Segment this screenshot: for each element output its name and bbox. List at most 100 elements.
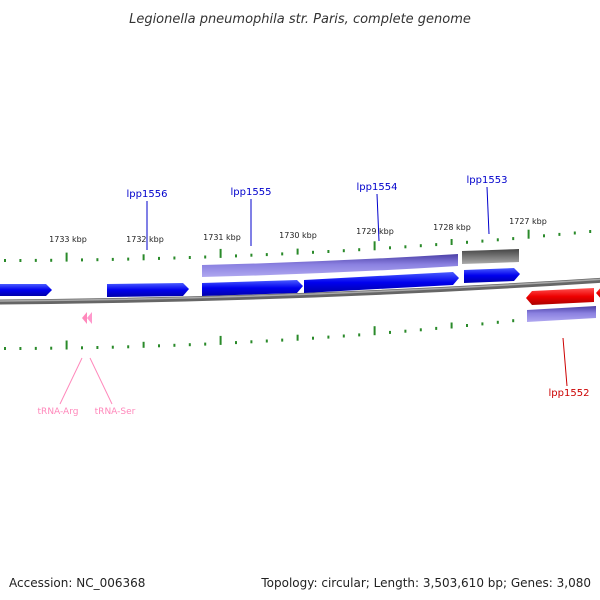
inner-ruler-tick <box>34 346 37 350</box>
outer-ruler-tick <box>235 254 237 258</box>
genome-backbone <box>0 277 600 305</box>
trna-label-ser[interactable]: tRNA-Ser <box>95 407 136 417</box>
inner-ruler-tick <box>342 334 345 338</box>
outer-ruler-tick <box>589 230 592 233</box>
outer-ruler-tick <box>265 253 268 257</box>
kbp-label-1727: 1727 kbp <box>509 217 547 226</box>
outer-ruler-tick <box>127 257 130 261</box>
gene-label-lpp1555[interactable]: lpp1555 <box>231 187 272 198</box>
inner-ruler-tick <box>235 341 237 345</box>
outer-ruler-tick <box>373 241 376 251</box>
inner-ruler-tick <box>158 344 160 348</box>
outer-ruler-tick <box>496 238 499 242</box>
kbp-label-1730: 1730 kbp <box>279 231 317 240</box>
cds-arrow-left-edge[interactable] <box>0 284 52 296</box>
inner-ruler-tick <box>188 343 191 347</box>
inner-ruler-tick <box>312 336 314 340</box>
outer-ruler-tick <box>96 258 99 262</box>
cds-arrow-lpp1554[interactable] <box>304 272 459 293</box>
outer-ruler-tick <box>558 232 561 236</box>
leader-trna-ser <box>89 357 113 405</box>
cds-arrow-lpp1556[interactable] <box>107 283 189 297</box>
outer-ruler-tick <box>573 231 576 235</box>
outer-ruler-tick <box>296 248 299 255</box>
outer-ruler-tick <box>34 258 37 262</box>
outer-ruler-tick <box>4 259 6 262</box>
gene-label-lpp1556[interactable]: lpp1556 <box>127 189 168 200</box>
outer-ruler-tick <box>250 253 253 257</box>
outer-ruler-tick <box>219 248 222 258</box>
inner-ruler-tick <box>65 340 68 350</box>
outer-ruler-tick <box>50 258 53 262</box>
outer-ruler-tick <box>389 246 391 250</box>
gene-bar-lpp1553[interactable] <box>462 249 519 264</box>
cds-arrow-right-edge[interactable] <box>596 286 600 300</box>
inner-ruler-tick <box>450 322 453 329</box>
outer-ruler-tick <box>527 229 530 239</box>
inner-ruler-tick <box>327 335 330 339</box>
inner-ruler-tick <box>496 320 499 324</box>
outer-ruler-tick <box>450 239 453 245</box>
inner-ruler-tick <box>466 324 468 327</box>
outer-ruler-tick <box>358 248 361 252</box>
kbp-label-1731: 1731 kbp <box>203 233 241 242</box>
inner-ruler-tick <box>127 345 130 349</box>
inner-ruler-tick <box>389 330 391 334</box>
gene-bar-lpp1555-1554[interactable] <box>202 254 458 277</box>
outer-ruler-tick <box>188 256 191 259</box>
outer-ruler-tick <box>312 250 314 254</box>
outer-ruler-tick <box>81 258 83 262</box>
map-title: Legionella pneumophila str. Paris, compl… <box>129 12 471 27</box>
outer-ruler-ticks <box>4 229 592 262</box>
inner-ruler-tick <box>435 326 438 330</box>
outer-ruler-tick <box>173 256 176 260</box>
kbp-label-1732: 1732 kbp <box>126 235 164 244</box>
cds-arrow-lpp1553[interactable] <box>464 268 520 283</box>
inner-ruler-tick <box>281 338 284 342</box>
outer-ruler-tick <box>342 249 345 253</box>
inner-ruler-tick <box>250 340 253 344</box>
inner-ruler-tick <box>96 346 99 349</box>
outer-ruler-tick <box>204 255 207 259</box>
gene-label-lpp1554[interactable]: lpp1554 <box>357 182 398 193</box>
outer-ruler-tick <box>466 240 468 244</box>
inner-ruler-ticks <box>4 310 592 350</box>
outer-ruler-tick <box>281 252 284 256</box>
inner-ruler-tick <box>481 322 484 326</box>
leader-lpp1553 <box>486 186 490 235</box>
inner-ruler-tick <box>419 328 422 332</box>
kbp-label-1733: 1733 kbp <box>49 235 87 244</box>
trna-label-arg[interactable]: tRNA-Arg <box>38 407 79 417</box>
inner-ruler-tick <box>173 343 176 347</box>
inner-ruler-tick <box>4 347 6 350</box>
kbp-labels: 1733 kbp 1732 kbp 1731 kbp 1730 kbp 1729… <box>49 217 547 244</box>
leader-lpp1552 <box>562 337 568 387</box>
outer-ruler-tick <box>404 245 407 249</box>
outer-ruler-tick <box>543 234 545 238</box>
inner-ruler-tick <box>19 347 22 350</box>
outer-ruler-tick <box>512 237 515 241</box>
trna-ser-marker[interactable] <box>87 312 92 324</box>
inner-ruler-tick <box>373 326 376 336</box>
gene-label-lpp1553[interactable]: lpp1553 <box>467 175 508 186</box>
inner-ruler-tick <box>50 346 53 350</box>
outer-ruler-tick <box>19 259 22 262</box>
outer-ruler-tick <box>481 239 484 243</box>
inner-ruler-tick <box>142 341 145 348</box>
inner-ruler-tick <box>204 342 207 346</box>
leader-trna-arg <box>59 357 83 405</box>
gene-bar-lpp1552[interactable] <box>527 306 596 322</box>
cds-arrow-lpp1555[interactable] <box>202 280 303 296</box>
trna-arg-marker[interactable] <box>82 312 87 324</box>
outer-ruler-tick <box>327 250 330 253</box>
inner-ruler-tick <box>81 346 83 350</box>
gene-label-lpp1552[interactable]: lpp1552 <box>549 388 590 399</box>
inner-ruler-tick <box>219 335 222 345</box>
genome-summary-text: Topology: circular; Length: 3,503,610 bp… <box>260 576 591 590</box>
inner-ruler-tick <box>296 334 299 341</box>
genome-backbone-highlight <box>0 278 600 302</box>
leader-lpp1554 <box>376 193 380 242</box>
inner-ruler-tick <box>111 345 114 349</box>
cds-arrow-lpp1552[interactable] <box>526 288 594 305</box>
